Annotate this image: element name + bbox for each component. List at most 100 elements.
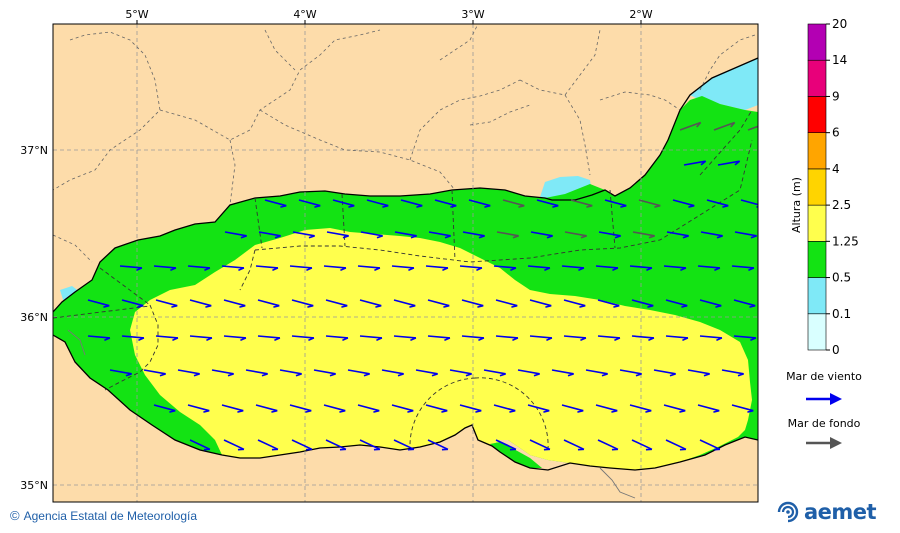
swell-arrow-icon	[806, 437, 842, 449]
wave-arrow	[189, 439, 211, 451]
wave-arrow	[459, 265, 483, 272]
colorbar-tick-label: 9	[832, 89, 840, 103]
wave-arrow	[279, 369, 302, 377]
wave-arrow	[713, 121, 736, 131]
wave-arrow	[415, 369, 438, 377]
wave-arrow	[325, 335, 349, 342]
wave-arrow	[313, 369, 336, 377]
wave-arrow	[366, 199, 389, 208]
wave-arrow	[298, 199, 321, 208]
wave-arrow	[529, 299, 552, 308]
wave-arrow	[449, 369, 472, 377]
colorbar-segment	[807, 168, 827, 206]
wave-arrow	[119, 265, 143, 272]
wave-arrow	[291, 299, 314, 308]
wave-arrow	[561, 404, 584, 413]
wave-arrow	[245, 369, 268, 377]
wave-arrow	[697, 265, 721, 272]
wave-arrow	[699, 335, 723, 342]
agency-credit: © Agencia Estatal de Meteorología	[10, 508, 197, 523]
wave-arrow	[394, 231, 417, 239]
wave-arrow	[619, 369, 642, 377]
wave-arrow	[536, 199, 559, 208]
wave-arrow	[631, 439, 653, 451]
wave-arrow	[529, 439, 551, 451]
wave-arrow	[264, 199, 287, 208]
wave-arrow	[257, 335, 281, 342]
wave-arrow	[291, 335, 315, 342]
wind-sea-label: Mar de viento	[786, 370, 862, 383]
wave-arrow	[323, 404, 346, 413]
wave-arrow	[665, 299, 688, 308]
wave-arrow	[189, 299, 212, 308]
colorbar-tick-label: 1.25	[832, 234, 859, 248]
wave-arrow	[325, 299, 348, 308]
longitude-label: 3°W	[461, 8, 484, 21]
wave-arrow	[697, 404, 720, 413]
wave-arrow	[357, 404, 380, 413]
wave-arrow	[631, 335, 655, 342]
wave-arrow	[563, 299, 586, 308]
wave-arrow	[177, 369, 200, 377]
sea-high-waves-area	[130, 228, 752, 470]
wave-arrow	[257, 439, 279, 451]
wave-arrow	[155, 335, 179, 342]
wave-arrow	[502, 199, 525, 208]
colorbar-tick-label: 6	[832, 126, 840, 140]
wave-arrow	[289, 404, 312, 413]
colorbar-segment	[807, 241, 827, 278]
morocco-coastline	[53, 334, 758, 471]
colorbar-segment	[807, 313, 827, 351]
wave-arrow	[740, 199, 758, 208]
wave-arrow	[731, 265, 755, 272]
wave-arrow	[323, 265, 347, 272]
wave-arrow	[224, 231, 247, 239]
wave-arrow	[570, 199, 593, 208]
wave-arrow	[326, 231, 349, 239]
wave-arrow	[496, 231, 519, 239]
latitude-label: 35°N	[20, 479, 48, 492]
wave-arrow	[517, 369, 540, 377]
colorbar-tick-label: 2.5	[832, 198, 851, 212]
longitude-label: 2°W	[629, 8, 652, 21]
swell-label: Mar de fondo	[788, 417, 861, 430]
wave-arrow	[597, 335, 621, 342]
wave-arrow	[155, 299, 178, 308]
wave-arrow	[462, 231, 485, 239]
wave-arrow	[632, 231, 655, 239]
latitude-labels: 37°N 36°N 35°N	[20, 144, 48, 492]
aemet-swirl-icon	[777, 501, 799, 523]
wave-arrow	[87, 335, 111, 342]
provincial-borders	[53, 24, 756, 263]
wave-arrow	[663, 265, 687, 272]
wave-arrow	[597, 439, 619, 451]
wave-arrow	[683, 160, 707, 166]
wave-arrow	[733, 335, 757, 342]
wave-arrow	[400, 199, 423, 208]
wave-arrow	[527, 265, 551, 272]
colorbar-tick-label: 14	[832, 53, 847, 67]
wave-arrow	[332, 199, 355, 208]
spain-coastline	[53, 57, 758, 313]
wave-arrow	[359, 335, 383, 342]
agency-name: Agencia Estatal de Meteorología	[23, 509, 198, 523]
wave-arrow	[153, 265, 177, 272]
wave-arrow	[391, 404, 414, 413]
colorbar-title: Altura (m)	[790, 177, 803, 233]
colorbar-tick-label: 4	[832, 162, 840, 176]
wave-arrow	[483, 369, 506, 377]
wave-arrow	[461, 299, 484, 308]
colorbar-segment	[807, 132, 827, 170]
wave-arrow	[187, 404, 210, 413]
wind-sea-arrow-icon	[806, 393, 842, 405]
wave-arrow	[428, 231, 451, 239]
wave-arrow	[595, 404, 618, 413]
wave-arrow	[325, 439, 347, 451]
wave-arrow	[672, 199, 695, 208]
aemet-logo: aemet	[776, 500, 877, 524]
wave-arrow	[258, 231, 281, 239]
wave-arrow	[223, 299, 246, 308]
wave-arrow	[493, 265, 517, 272]
wave-arrow	[638, 199, 661, 208]
wave-arrow	[706, 199, 729, 208]
